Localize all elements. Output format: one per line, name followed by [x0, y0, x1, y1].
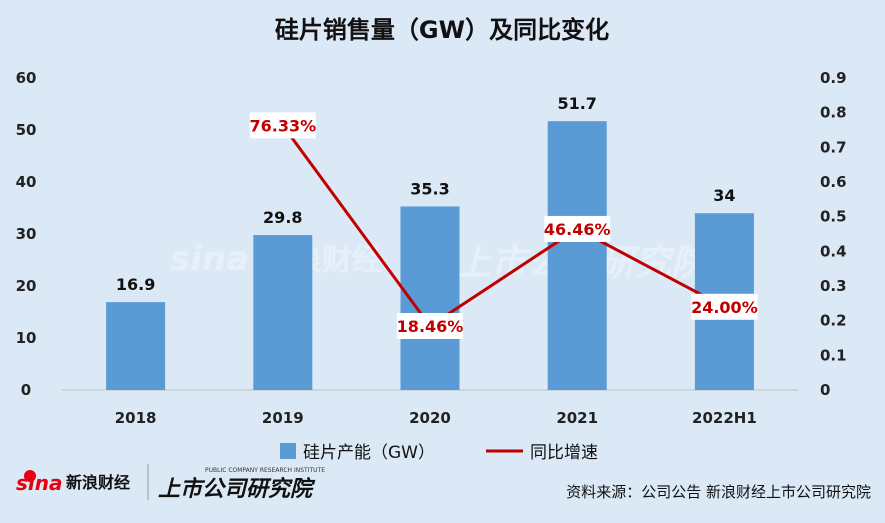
right-tick-label: 0.2 — [820, 312, 847, 330]
bar-value-label: 34 — [713, 186, 735, 205]
right-tick-label: 0.1 — [820, 346, 847, 364]
bar-value-label: 16.9 — [116, 275, 155, 294]
line-label-box — [249, 112, 316, 139]
x-tick-label: 2021 — [556, 409, 598, 427]
x-tick-label: 2022H1 — [692, 409, 757, 427]
left-y-axis: 0 10 20 30 40 50 60 — [16, 69, 37, 399]
sina-logo: sina 新浪财经 — [16, 470, 130, 495]
line-series — [280, 123, 727, 329]
right-tick-label: 0.8 — [820, 104, 847, 122]
line-label-box — [397, 313, 463, 340]
legend: 硅片产能（GW） 同比增速 — [280, 443, 598, 463]
left-tick-label: 30 — [16, 225, 37, 243]
institute-logo-en: PUBLIC COMPANY RESEARCH INSTITUTE — [205, 467, 325, 474]
left-tick-label: 0 — [21, 381, 31, 399]
left-tick-label: 60 — [16, 69, 37, 87]
line-label-text: 76.33% — [249, 116, 316, 135]
line-label-box — [544, 215, 611, 242]
x-axis-labels: 2018 2019 2020 2021 2022H1 — [115, 409, 757, 427]
bar — [253, 235, 313, 390]
right-tick-label: 0.5 — [820, 208, 847, 226]
bar — [106, 302, 166, 390]
sina-logo-text: sina — [16, 471, 63, 495]
right-y-axis: 0 0.1 0.2 0.3 0.4 0.5 0.6 0.7 0.8 0.9 — [820, 69, 847, 399]
legend-line-label: 同比增速 — [530, 443, 598, 463]
legend-bar-label: 硅片产能（GW） — [303, 443, 435, 463]
left-tick-label: 40 — [16, 173, 37, 191]
line-value-label: 46.46% — [544, 215, 611, 242]
institute-logo-text: 上市公司研究院 — [158, 476, 316, 502]
line-label-box — [691, 293, 758, 320]
line-data-labels: 76.33% 18.46% 46.46% 24.00% — [249, 112, 758, 340]
line-value-label: 24.00% — [691, 293, 758, 320]
line-label-text: 46.46% — [544, 220, 611, 239]
line-value-label: 76.33% — [249, 112, 316, 139]
institute-logo: PUBLIC COMPANY RESEARCH INSTITUTE 上市公司研究… — [158, 467, 325, 502]
x-tick-label: 2020 — [409, 409, 451, 427]
x-tick-label: 2018 — [115, 409, 157, 427]
bar-value-label: 35.3 — [410, 179, 449, 198]
legend-bar-swatch — [280, 443, 296, 459]
right-tick-label: 0.7 — [820, 138, 847, 156]
left-tick-label: 10 — [16, 329, 37, 347]
right-tick-label: 0 — [820, 381, 830, 399]
bar-data-labels: 16.9 29.8 35.3 51.7 34 — [116, 94, 736, 294]
line-path — [281, 124, 726, 328]
line-value-label: 18.46% — [397, 313, 464, 340]
line-label-text: 18.46% — [397, 317, 464, 336]
x-tick-label: 2019 — [262, 409, 304, 427]
sina-logo-cn: 新浪财经 — [66, 473, 130, 492]
left-tick-label: 20 — [16, 277, 37, 295]
source-note: 资料来源：公司公告 新浪财经上市公司研究院 — [566, 483, 871, 501]
bar-value-label: 51.7 — [557, 94, 596, 113]
right-tick-label: 0.6 — [820, 173, 847, 191]
right-tick-label: 0.3 — [820, 277, 847, 295]
right-tick-label: 0.4 — [820, 242, 847, 260]
svg-text:sina: sina — [170, 239, 249, 279]
chart-title: 硅片销售量（GW）及同比变化 — [275, 16, 609, 44]
right-tick-label: 0.9 — [820, 69, 847, 87]
bar — [547, 121, 607, 390]
line-label-text: 24.00% — [691, 298, 758, 317]
left-tick-label: 50 — [16, 121, 37, 139]
bar-value-label: 29.8 — [263, 208, 302, 227]
